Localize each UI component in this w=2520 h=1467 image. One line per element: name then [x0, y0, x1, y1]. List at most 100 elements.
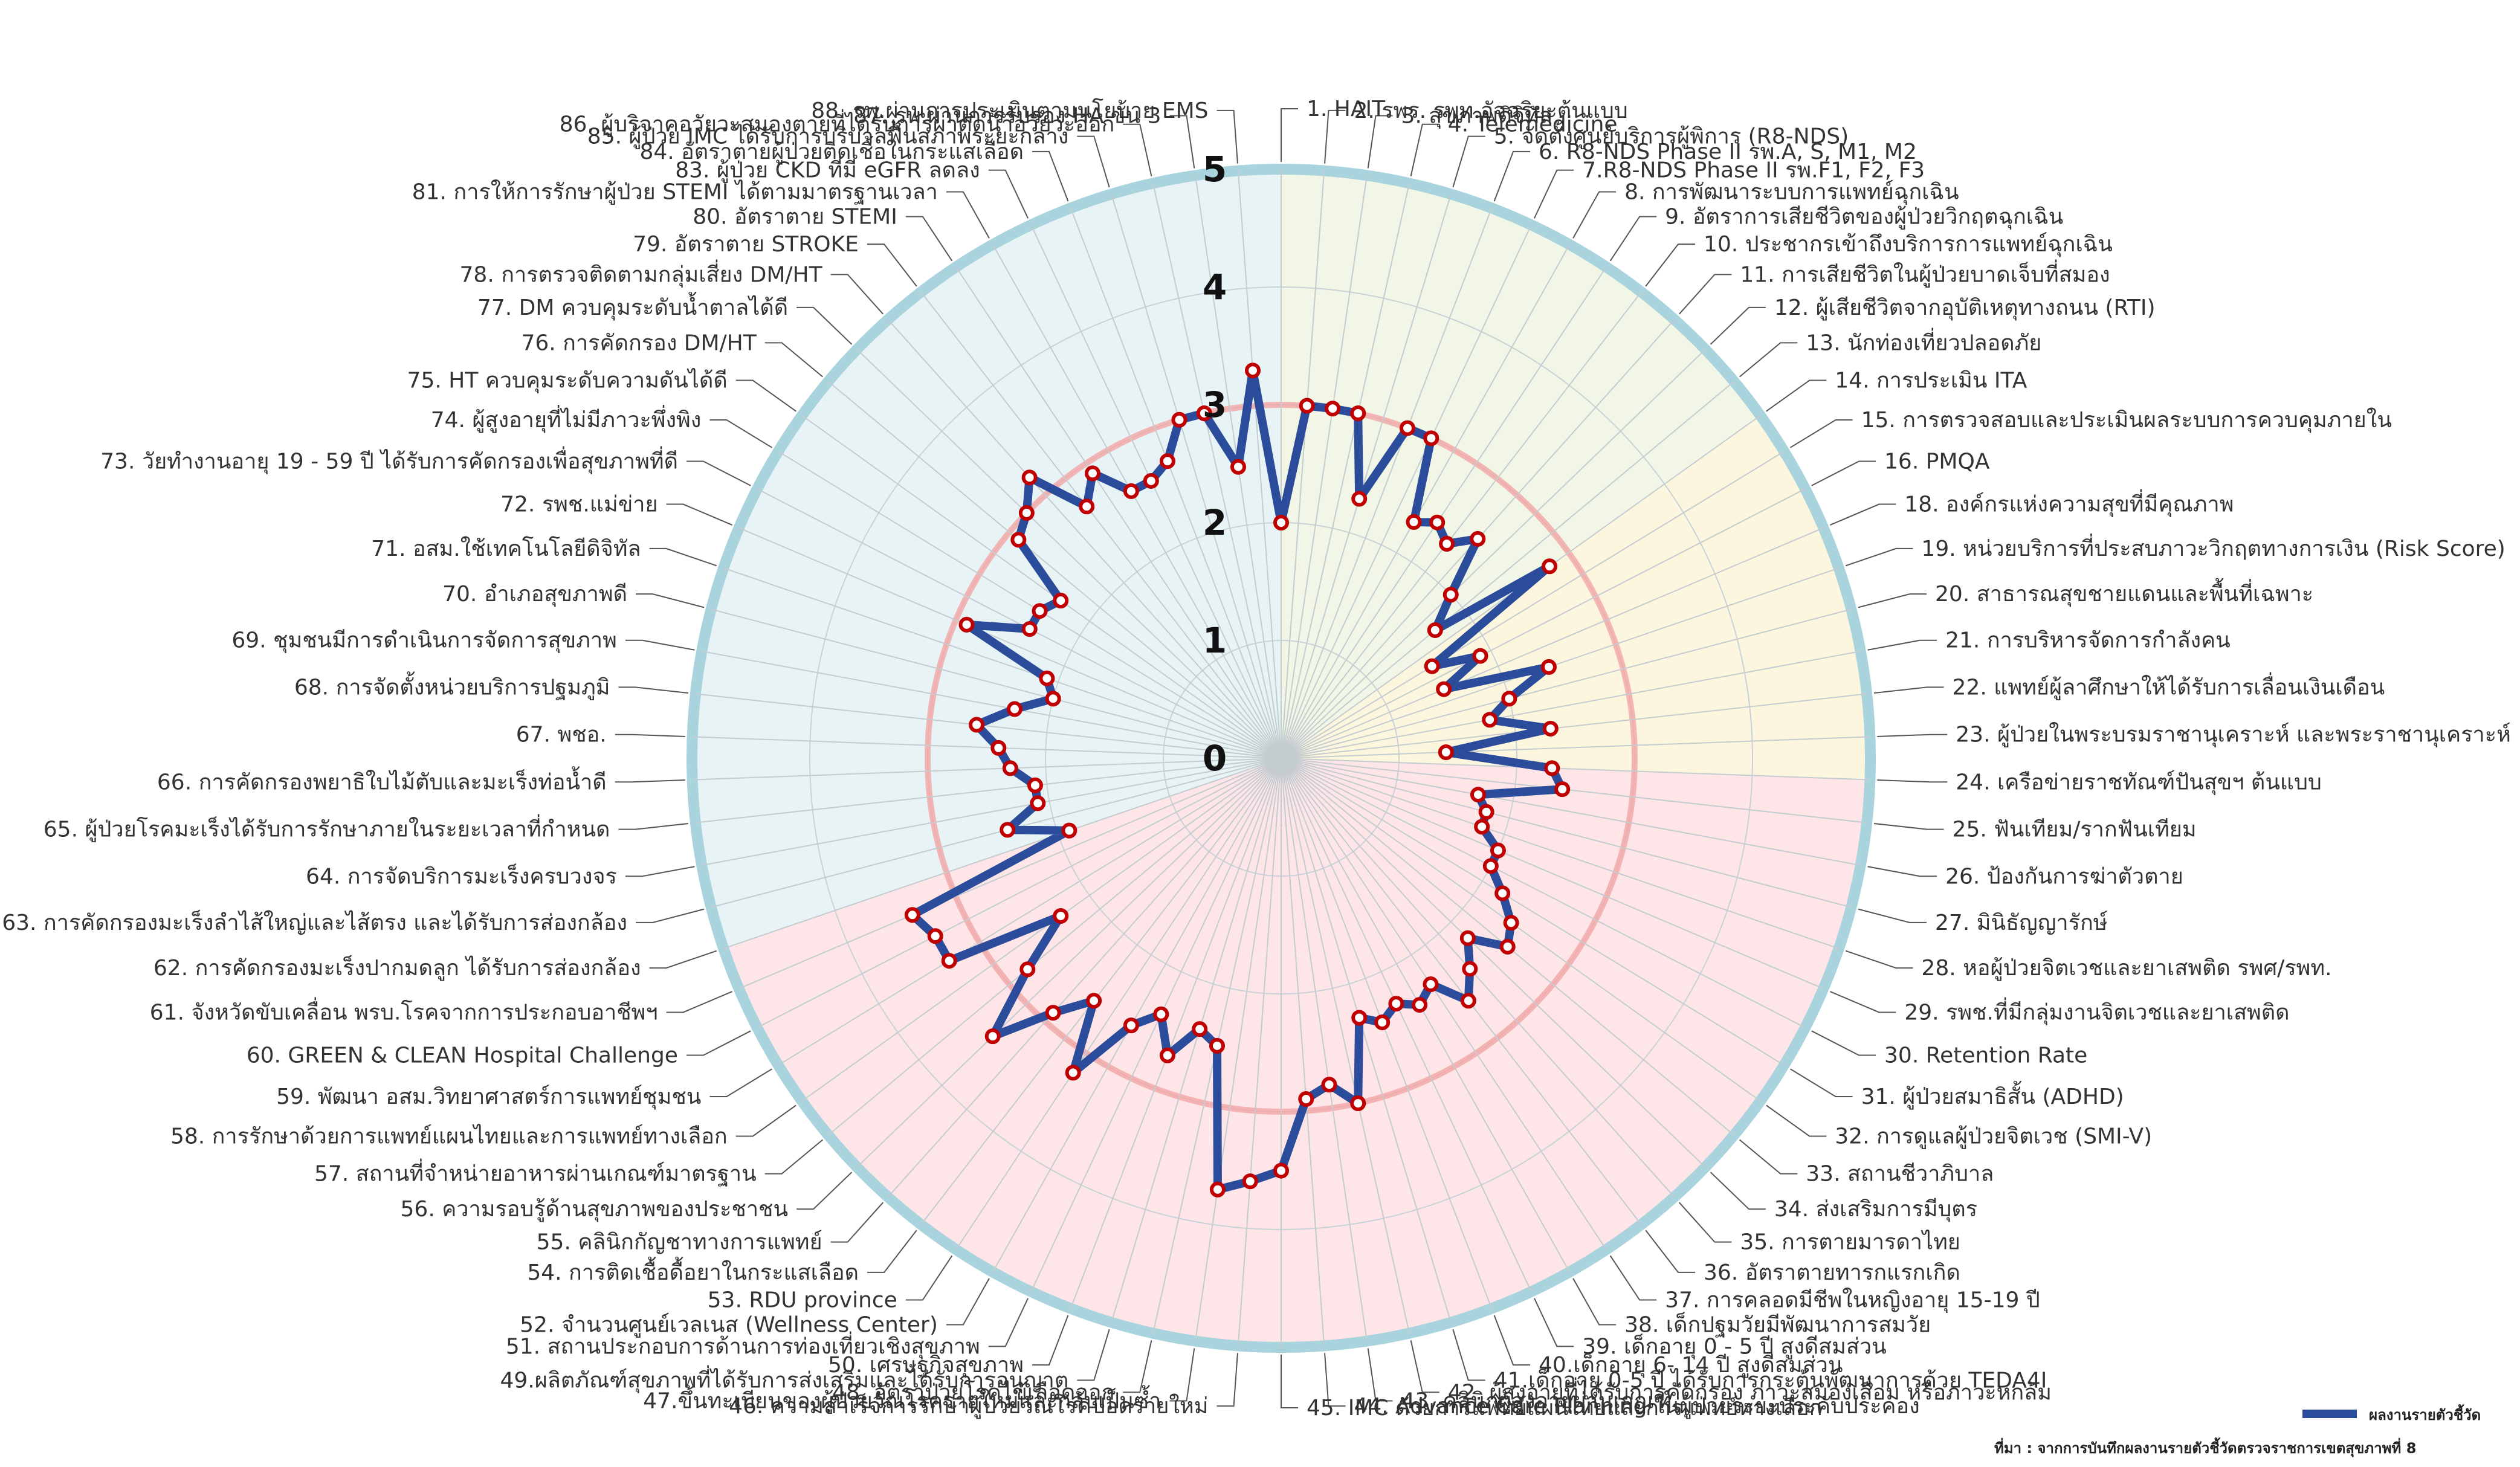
category-label: 57. สถานที่จำหน่ายอาหารผ่านเกณฑ์มาตรฐาน: [314, 1159, 757, 1187]
category-label: 5. จัดตั้งศูนย์บริการผู้พิการ (R8-NDS): [1494, 120, 1849, 150]
leader-line: [1873, 686, 1944, 694]
label-leader-lines: [615, 108, 1948, 1408]
spoke: [887, 319, 1282, 759]
spoke: [738, 758, 1282, 990]
leader-line: [1867, 639, 1937, 651]
leader-line: [1845, 950, 1913, 969]
leader-line: [649, 950, 717, 969]
leader-line: [1123, 1340, 1152, 1393]
spoke: [801, 758, 1282, 1102]
spoke: [992, 244, 1282, 759]
spoke: [1281, 758, 1852, 908]
leader-line: [1324, 1353, 1346, 1407]
spoke: [757, 488, 1282, 759]
leader-line: [1766, 1104, 1827, 1137]
leader-line: [764, 1139, 823, 1175]
spoke: [1281, 758, 1642, 1225]
category-label: 26. ป้องกันการฆ่าตัวตาย: [1945, 864, 2183, 889]
data-point: [1482, 858, 1499, 874]
data-point: [1460, 993, 1476, 1009]
data-point: [927, 928, 943, 944]
data-point: [1086, 993, 1102, 1009]
category-label: 36. อัตราตายทารกแรกเกิด: [1704, 1260, 1960, 1285]
leader-line: [1123, 123, 1152, 176]
category-label: 62. การคัดกรองมะเร็งปากมดลูก ได้รับการส่…: [153, 954, 641, 981]
category-label: 80. อัตราตาย STEMI: [693, 204, 897, 229]
spoke: [695, 758, 1282, 824]
category-label: 64. การจัดบริการมะเร็งครบวงจร: [306, 862, 617, 889]
category-label: 43. คลินิกผู้สูงอายุผ่านเกณฑ์: [1401, 1389, 1672, 1414]
category-label: 41.เด็กอายุ 0-5 ปี ได้รับการกระตุ้นพัฒนา…: [1494, 1366, 2047, 1393]
data-point: [1209, 1181, 1226, 1198]
leader-line: [1877, 779, 1948, 783]
spoke: [778, 758, 1282, 1066]
leader-line: [830, 274, 884, 315]
category-label: 6. R8-NDS Phase II รพ.A, S, M1, M2: [1539, 140, 1917, 164]
spoke: [1281, 758, 1368, 1341]
data-point: [1245, 363, 1261, 379]
data-point: [1406, 514, 1422, 530]
spoke: [1281, 381, 1735, 759]
data-point: [1542, 558, 1558, 575]
sector: [1281, 415, 1870, 780]
data-point: [1123, 483, 1139, 499]
category-label: 24. เครือข่ายราชทัณฑ์ปันสุขฯ ต้นแบบ: [1956, 770, 2322, 795]
data-point: [1439, 536, 1455, 552]
spoke: [827, 758, 1282, 1136]
category-label: 54. การติดเชื้อดื้อยาในกระแสเลือด: [527, 1256, 859, 1285]
category-label: 16. PMQA: [1884, 449, 1990, 474]
spoke: [1111, 758, 1282, 1323]
data-point: [1159, 453, 1175, 469]
spoke: [711, 608, 1282, 759]
data-point: [1490, 842, 1506, 859]
radial-tick-label: 3: [1203, 384, 1227, 425]
data-point: [969, 717, 985, 733]
data-point: [1474, 819, 1490, 835]
leader-line: [1645, 1230, 1696, 1273]
leader-line: [1324, 109, 1346, 164]
category-label: 51. สถานประกอบการด้านการท่องเที่ยวเชิงสุ…: [506, 1331, 980, 1359]
leader-line: [1032, 1315, 1069, 1366]
spoke: [1281, 758, 1861, 866]
spoke: [757, 758, 1282, 1028]
data-point: [1006, 701, 1023, 717]
category-label: 33. สถานชีวาภิบาล: [1806, 1162, 1994, 1187]
leader-line: [1845, 547, 1913, 567]
leader-line: [635, 593, 705, 608]
data-point: [1427, 622, 1443, 638]
category-label: 49.ผลิตภัณฑ์สุขภาพที่ได้รับการส่งเสริมแล…: [500, 1365, 1068, 1393]
spoke: [738, 527, 1282, 759]
category-label: 53. RDU province: [708, 1288, 897, 1313]
data-point: [1499, 938, 1516, 955]
spoke: [1030, 224, 1282, 759]
data-point: [1019, 961, 1036, 978]
data-point: [1123, 1017, 1139, 1034]
leader-line: [686, 460, 751, 486]
spoke: [1281, 736, 1870, 759]
data-point: [1501, 691, 1517, 707]
category-label: 77. DM ควบคุมระดับน้ำตาลได้ดี: [477, 291, 788, 321]
data-point: [1021, 469, 1038, 486]
category-label: 70. อำเภอสุขภาพดี: [442, 582, 627, 607]
category-label: 22. แพทย์ผู้ลาศึกษาให้ได้รับการเลื่อนเงิ…: [1953, 672, 2385, 700]
category-label: 1. HAIT: [1307, 97, 1386, 121]
data-point: [1079, 498, 1095, 515]
data-point: [1171, 411, 1187, 428]
spoke: [1281, 758, 1493, 1309]
category-label: 63. การคัดกรองมะเร็งลำไส้ใหญ่และไส้ตรง แ…: [2, 909, 627, 935]
spoke: [1281, 758, 1452, 1323]
category-label: 4. Telemedicine: [1448, 112, 1618, 137]
leader-line: [1710, 306, 1766, 345]
category-label: 79. อัตราตาย STROKE: [633, 232, 859, 257]
leader-line: [625, 639, 695, 651]
data-point: [1061, 822, 1077, 839]
leader-line: [1452, 135, 1485, 188]
spoke: [1281, 693, 1867, 759]
category-label: 75. HT ควบคุมระดับความดันได้ดี: [407, 368, 728, 394]
category-label: 58. การรักษาด้วยการแพทย์แผนไทยและการแพทย…: [170, 1123, 728, 1149]
data-point: [990, 740, 1007, 756]
data-point: [1443, 587, 1459, 603]
leader-line: [1032, 150, 1069, 202]
leader-line: [946, 191, 990, 239]
leader-line: [1829, 991, 1896, 1013]
